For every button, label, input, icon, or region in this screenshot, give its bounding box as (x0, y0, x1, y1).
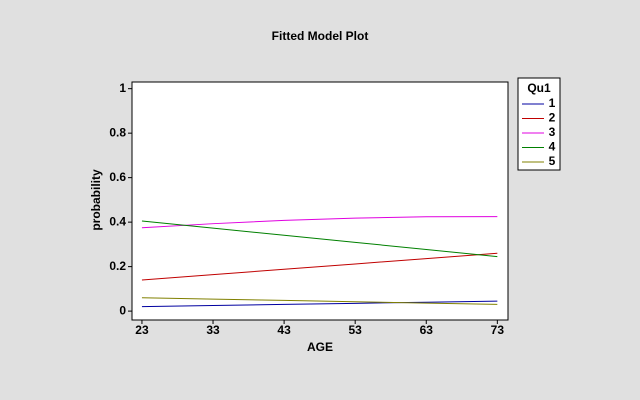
legend-label: 2 (549, 111, 556, 125)
series-line (141, 300, 498, 308)
y-tick-label: 0 (119, 303, 126, 317)
x-tick-label: 43 (277, 323, 291, 337)
x-tick-label: 73 (491, 323, 505, 337)
series-line (141, 220, 498, 258)
legend-box (517, 77, 561, 171)
legend-label: 5 (549, 154, 556, 168)
y-tick-label: 0.8 (109, 125, 126, 139)
x-tick-label: 63 (420, 323, 434, 337)
x-tick-label: 33 (206, 323, 220, 337)
chart-title: Fitted Model Plot (272, 29, 369, 43)
x-tick-label: 53 (349, 323, 363, 337)
legend-title: Qu1 (527, 81, 551, 95)
legend-label: 4 (549, 140, 556, 154)
y-tick-label: 0.4 (109, 214, 126, 228)
legend-label: 3 (549, 125, 556, 139)
x-axis-label: AGE (307, 340, 333, 354)
plot-area (131, 81, 509, 321)
y-tick-label: 1 (119, 81, 126, 95)
x-tick-label: 23 (135, 323, 149, 337)
y-tick-label: 0.6 (109, 170, 126, 184)
y-tick-label: 0.2 (109, 259, 126, 273)
legend-label: 1 (549, 96, 556, 110)
series-line (141, 216, 498, 229)
series-line (141, 297, 498, 305)
series-line (141, 252, 498, 281)
y-axis-label: probability (89, 169, 103, 231)
